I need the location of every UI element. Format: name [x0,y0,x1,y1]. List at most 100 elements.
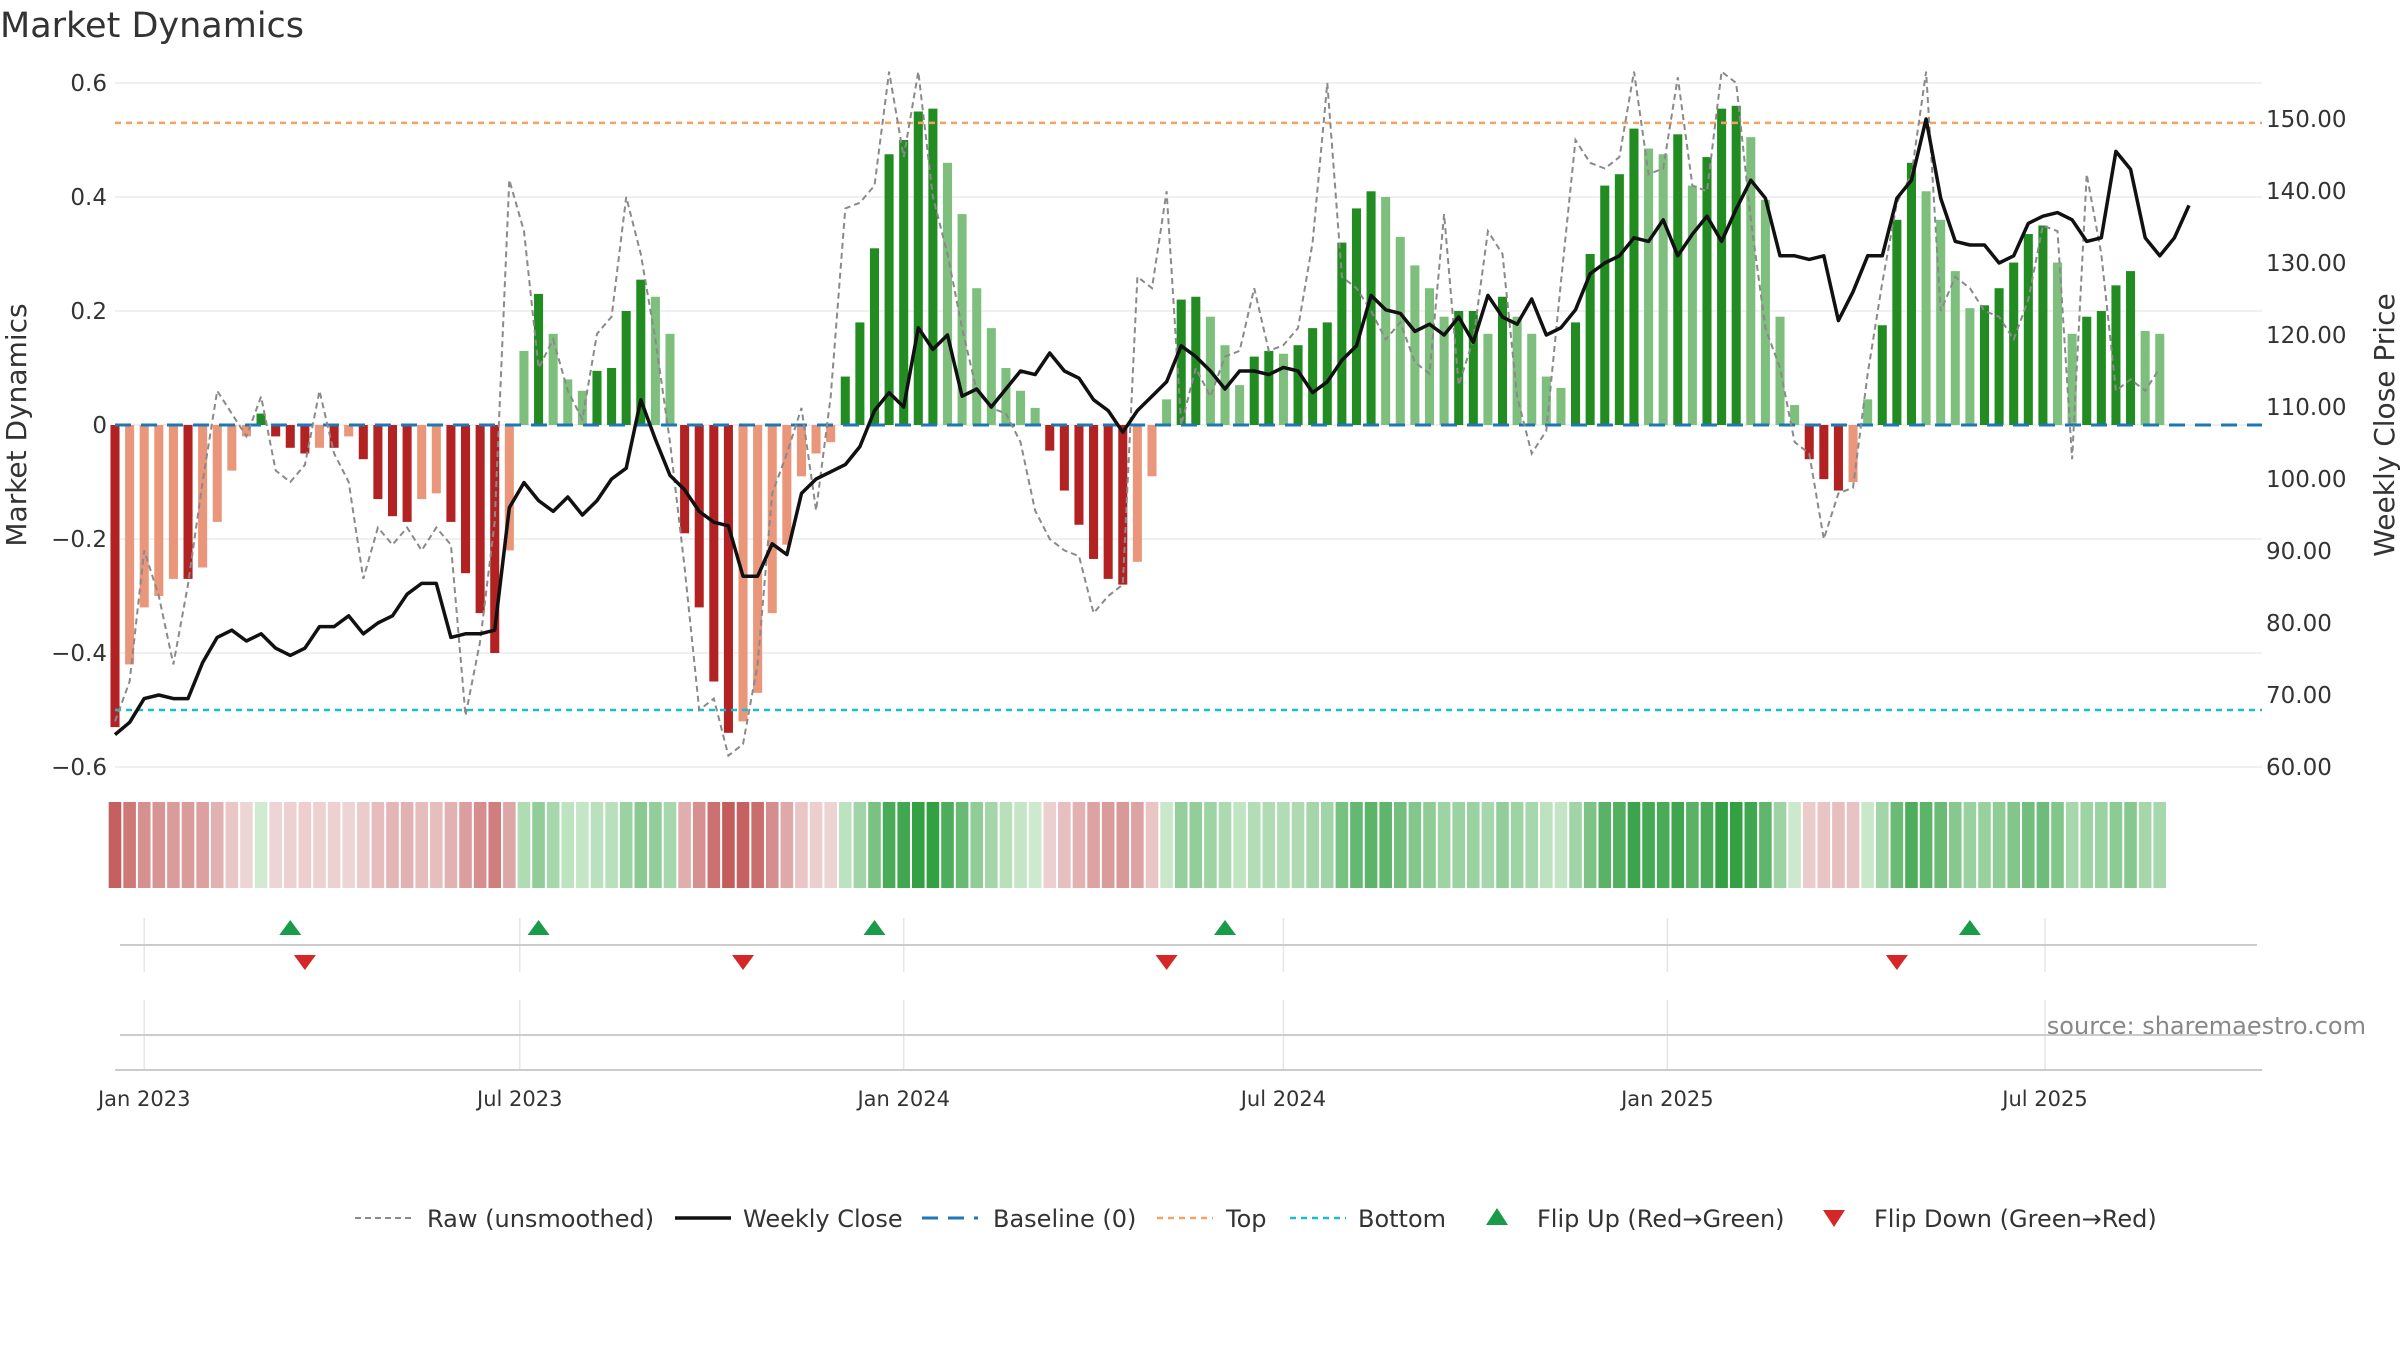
heat-strip-cell [1320,802,1334,888]
dynamics-bar [1585,254,1595,425]
dynamics-bar [373,425,383,500]
heat-strip-cell [400,802,414,888]
heat-strip-cell [1379,802,1392,888]
legend-label: Baseline (0) [993,1205,1136,1233]
dynamics-bar [1614,174,1624,425]
right-tick-label: 140.00 [2266,179,2346,205]
heat-strip-cell [386,802,399,888]
heat-strip-cell [459,802,472,888]
heat-strip-cell [1131,802,1144,888]
x-tick-label: Jan 2025 [1619,1087,1714,1111]
heat-strip-cell [1846,802,1860,888]
left-tick-label: −0.6 [51,755,107,781]
dynamics-bar [2155,333,2165,425]
x-tick-label: Jan 2023 [96,1087,191,1111]
heat-strip-cell [911,802,925,888]
heat-strip-cell [269,802,282,888]
dynamics-bar [2067,333,2077,425]
right-tick-label: 100.00 [2266,467,2346,493]
heat-strip-cell [1656,802,1670,888]
dynamics-bar [796,425,806,477]
dynamics-bar [1950,271,1960,425]
dynamics-bar [1863,399,1873,425]
raw-series-line [114,69,2161,758]
heat-strip-cell [1291,802,1305,888]
heat-strip-cell [1335,802,1349,888]
dynamics-bar [1673,134,1683,426]
heat-strip-cell [503,802,516,888]
dynamics-bar [1483,333,1493,425]
flip-up-marker [1958,920,1981,935]
dynamics-bar [1293,345,1303,425]
heat-strip-cell [342,802,355,888]
heat-strip-cell [532,802,545,888]
heat-strip-cell [415,802,429,888]
heat-strip-cell [955,802,969,888]
source-label: source: sharemaestro.com [2047,1012,2366,1040]
legend-swatch-flip-up [1486,1208,1508,1225]
dynamics-bar [1162,399,1172,425]
heat-strip-cell [1934,802,1947,888]
heat-strip-cell [1364,802,1378,888]
dynamics-bar [1308,328,1318,425]
heat-strip-cell [1963,802,1977,888]
legend-label: Flip Down (Green→Red) [1874,1205,2157,1233]
dynamics-bar [826,425,836,443]
dynamics-bar [2052,262,2063,425]
right-tick-label: 80.00 [2266,611,2332,637]
dynamics-bar [665,333,675,425]
heat-strip-cell [882,802,896,888]
heat-strip-cell [1452,802,1466,888]
heat-strip-cell [1481,802,1495,888]
dynamics-bar [1249,356,1259,425]
dynamics-bar [212,425,222,522]
dynamics-bar [1322,322,1332,425]
weekly-close-line [113,117,2191,736]
heat-strip-cell [663,802,677,888]
heat-strip-cell [488,802,502,888]
dynamics-bar [1687,185,1697,425]
flip-down-marker [293,955,316,970]
heat-strip-cell [1043,802,1057,888]
dynamics-bar [1264,350,1274,425]
heat-strip-cell [1058,802,1071,888]
dynamics-bar [928,108,938,426]
heat-strip-cell [240,802,253,888]
heat-strip-cell [619,802,633,888]
heat-strip-cell [298,802,312,888]
right-tick-label: 120.00 [2266,323,2346,349]
dynamics-bar [1132,425,1142,562]
heat-strip-cell [1686,802,1699,888]
heat-strip-cell [1087,802,1100,888]
heat-strip-cell [1569,802,1582,888]
left-tick-label: 0.2 [70,299,107,325]
heat-strip-cell [356,802,370,888]
x-tick-label: Jul 2023 [475,1087,562,1111]
dynamics-bar [753,425,763,693]
dynamics-bar [1235,385,1245,425]
dynamics-bar [2126,271,2136,425]
dynamics-bar [1337,242,1347,425]
dynamics-bar [125,425,135,665]
heat-strip-cell [1861,802,1874,888]
dynamics-bar [1965,308,1975,425]
flip-up-marker [1214,920,1237,935]
dynamics-bar [1994,288,2004,425]
heat-strip-cell [590,802,604,888]
dynamics-bar [1030,407,1040,425]
left-tick-label: −0.4 [51,641,107,667]
dynamics-bar [241,425,251,437]
heat-strip-cell [605,802,618,888]
flip-down-marker [1155,955,1178,970]
dynamics-bar [1790,405,1800,425]
heat-strip-cell [1788,802,1801,888]
dynamics-bar [402,425,412,522]
heat-strip-cell [1598,802,1612,888]
heat-strip-cell [152,802,166,888]
heat-strip-cell [1145,802,1159,888]
legend-label: Bottom [1358,1205,1446,1233]
heat-strip-cell [765,802,779,888]
dynamics-bar [1512,316,1522,425]
dynamics-bar [490,425,500,653]
heat-strip-cell [999,802,1013,888]
